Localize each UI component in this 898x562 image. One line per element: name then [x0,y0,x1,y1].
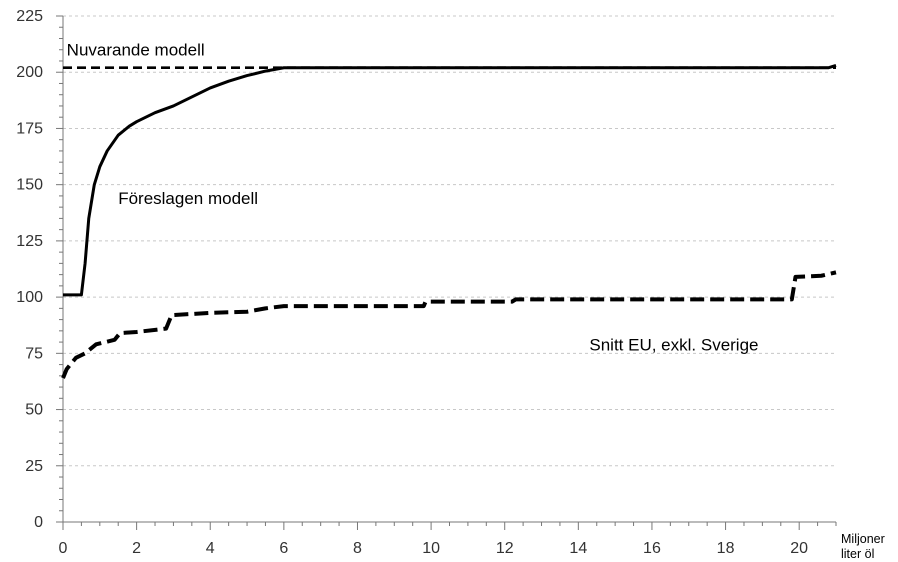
tick-labels: 0 25 50 75 100 125 150 175 200 225 0 2 4 6 8 10 12 14 16 18… [16,8,884,561]
y-tick-label-175: 175 [16,120,43,137]
x-tick-label-2: 2 [132,540,141,557]
axes [56,15,837,530]
annotation-2: Föreslagen modell [118,189,258,208]
y-tick-label-100: 100 [16,289,43,306]
x-tick-label-8: 8 [353,540,362,557]
x-unit-label-line-2: liter öl [841,547,874,561]
x-tick-label-18: 18 [717,540,735,557]
y-tick-label-225: 225 [16,8,43,25]
x-unit-label-line-1: Miljoner [841,532,885,546]
x-tick-label-0: 0 [59,540,68,557]
x-tick-label-6: 6 [279,540,288,557]
x-tick-label-16: 16 [643,540,661,557]
annotation-3: Snitt EU, exkl. Sverige [589,335,758,354]
y-tick-label-200: 200 [16,64,43,81]
series-lines [61,64,837,379]
y-tick-label-75: 75 [25,345,43,362]
y-tick-label-150: 150 [16,177,43,194]
annotation-1: Nuvarande modell [67,41,205,60]
annotations: Nuvarande modell Föreslagen modell Snitt E… [67,41,759,355]
x-tick-label-12: 12 [496,540,514,557]
series-line-3 [61,270,837,379]
x-tick-label-4: 4 [206,540,215,557]
series-line-2 [63,64,837,297]
x-tick-label-10: 10 [422,540,440,557]
grid-lines [63,15,836,467]
x-tick-label-14: 14 [569,540,587,557]
y-tick-label-25: 25 [25,458,43,475]
y-tick-label-125: 125 [16,233,43,250]
y-tick-label-50: 50 [25,402,43,419]
x-tick-label-20: 20 [790,540,808,557]
y-tick-label-0: 0 [34,514,43,531]
